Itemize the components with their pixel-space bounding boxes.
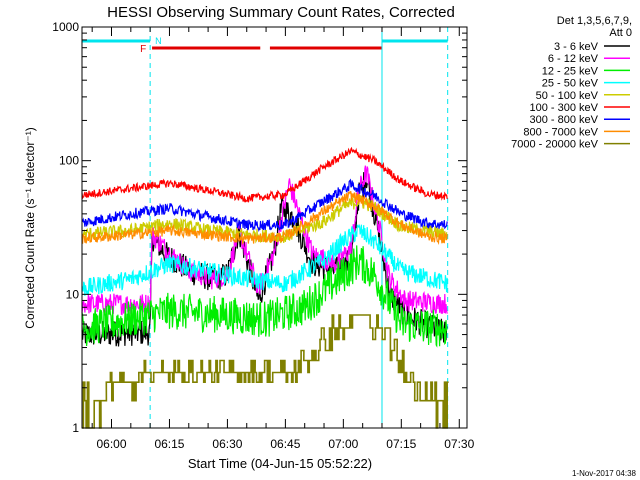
- legend-entry-label: 50 - 100 keV: [536, 90, 599, 102]
- x-tick-label: 06:30: [212, 437, 242, 451]
- night-flag-label: N: [155, 36, 162, 46]
- legend-header: Att 0: [609, 27, 632, 39]
- axes: 1 10 100 1000 06:00 06:15 06:30 06:45 07:00 07:15…: [52, 20, 474, 451]
- legend-entry-label: 800 - 7000 keV: [523, 126, 598, 138]
- legend-entry-label: 25 - 50 keV: [542, 78, 599, 90]
- series-line: [81, 191, 448, 246]
- plot-frame: [81, 26, 468, 429]
- y-tick-label: 1: [72, 421, 79, 435]
- legend-entry-label: 3 - 6 keV: [554, 41, 599, 53]
- x-tick-label: 07:15: [386, 437, 416, 451]
- x-tick-label: 07:00: [328, 437, 358, 451]
- y-tick-label: 1000: [52, 20, 79, 34]
- legend-entry-label: 300 - 800 keV: [530, 114, 599, 126]
- y-tick-label: 10: [66, 287, 80, 301]
- y-axis-label: Corrected Count Rate (s⁻¹ detector⁻¹): [23, 127, 37, 328]
- footer-timestamp: 1-Nov-2017 04:38: [572, 469, 637, 478]
- series-line: [81, 146, 448, 203]
- legend-entry-label: 12 - 25 keV: [542, 65, 599, 77]
- chart-title: HESSI Observing Summary Count Rates, Cor…: [107, 4, 455, 21]
- x-tick-label: 06:00: [96, 437, 126, 451]
- series-line: [82, 314, 449, 429]
- y-tick-label: 100: [59, 154, 79, 168]
- legend-entry-label: 7000 - 20000 keV: [511, 139, 599, 151]
- observing-flags: NF: [82, 27, 449, 428]
- series-line: [81, 245, 448, 348]
- x-tick-label: 06:15: [154, 437, 184, 451]
- x-axis-label: Start Time (04-Jun-15 05:52:22): [188, 456, 372, 471]
- x-tick-label: 06:45: [270, 437, 300, 451]
- x-tick-label: 07:30: [444, 437, 474, 451]
- series-line: [81, 223, 448, 296]
- legend-entry-label: 6 - 12 keV: [548, 53, 599, 65]
- series-group: [81, 146, 449, 429]
- legend-entry-label: 100 - 300 keV: [530, 102, 599, 114]
- series-line: [81, 178, 448, 233]
- flare-flag-label: F: [140, 44, 146, 55]
- legend-header: Det 1,3,5,6,7,9,: [557, 15, 632, 27]
